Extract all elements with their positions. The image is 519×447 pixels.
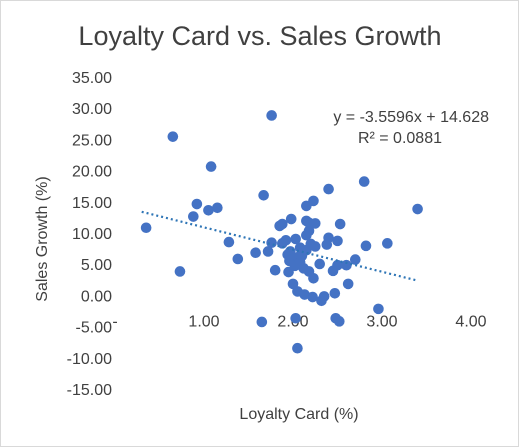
data-point [290, 233, 301, 245]
data-point [258, 190, 269, 201]
x-tick-label: 1.00 [188, 313, 219, 330]
data-point [332, 235, 343, 247]
data-point [250, 247, 261, 259]
data-point [373, 303, 384, 315]
data-point [232, 253, 244, 265]
data-point [256, 316, 268, 328]
data-point [412, 203, 423, 215]
data-point [308, 195, 319, 207]
data-point [174, 266, 186, 277]
data-point [285, 213, 297, 225]
data-point [269, 264, 281, 276]
data-point [203, 204, 214, 216]
data-point [191, 198, 203, 210]
y-tick-label: 0.00 [81, 288, 112, 305]
y-tick-label: 30.00 [72, 101, 112, 118]
data-point [290, 312, 301, 324]
data-point [323, 183, 334, 195]
data-point [358, 176, 370, 187]
chart-title: Loyalty Card vs. Sales Growth [78, 21, 441, 51]
data-point [334, 218, 346, 230]
y-tick-label: -10.00 [67, 351, 112, 368]
x-tick-label: 4.00 [455, 313, 486, 330]
data-point [323, 232, 334, 244]
data-point [382, 238, 393, 249]
trendline-equation: y = -3.5596x + 14.628 [333, 109, 489, 126]
data-point [205, 161, 217, 172]
x-tick-label: 3.00 [366, 313, 397, 330]
data-point [350, 254, 361, 265]
data-point [167, 131, 179, 142]
y-axis-label: Sales Growth (%) [34, 176, 51, 301]
data-point [341, 259, 352, 271]
y-tick-label: 15.00 [72, 195, 112, 212]
trendline [141, 210, 418, 282]
data-point [212, 202, 223, 214]
data-point [262, 246, 274, 257]
data-point [333, 316, 345, 327]
data-point [329, 287, 341, 299]
data-point [314, 258, 326, 270]
trendline-r-squared: R² = 0.0881 [358, 130, 442, 147]
data-point [303, 225, 315, 237]
y-tick-labels: 35.00 30.00 25.00 20.00 15.00 10.00 5.00 0.00 -5… [67, 70, 112, 399]
y-tick-label: 25.00 [72, 132, 112, 149]
data-point [277, 218, 288, 230]
x-axis-label: Loyalty Card (%) [239, 406, 358, 423]
data-point [223, 236, 235, 248]
data-point [140, 222, 152, 234]
x-tick-label: - [112, 313, 117, 330]
data-point [266, 110, 277, 121]
y-tick-label: -5.00 [76, 320, 113, 337]
data-point [266, 237, 277, 249]
data-point [280, 234, 292, 246]
data-point [292, 342, 303, 354]
y-tick-label: 20.00 [72, 164, 112, 181]
data-point [360, 240, 372, 252]
y-tick-label: 35.00 [72, 70, 112, 87]
data-point [309, 218, 321, 229]
y-tick-label: 5.00 [81, 257, 112, 274]
data-point [342, 278, 354, 290]
data-point [299, 289, 310, 300]
data-point [309, 241, 321, 252]
data-point [188, 211, 199, 222]
data-point [318, 291, 330, 302]
y-tick-label: -15.00 [67, 382, 112, 399]
data-points [140, 110, 423, 354]
data-point [332, 259, 343, 271]
y-tick-label: 10.00 [72, 226, 112, 243]
data-point [308, 273, 319, 284]
data-point [307, 291, 318, 303]
